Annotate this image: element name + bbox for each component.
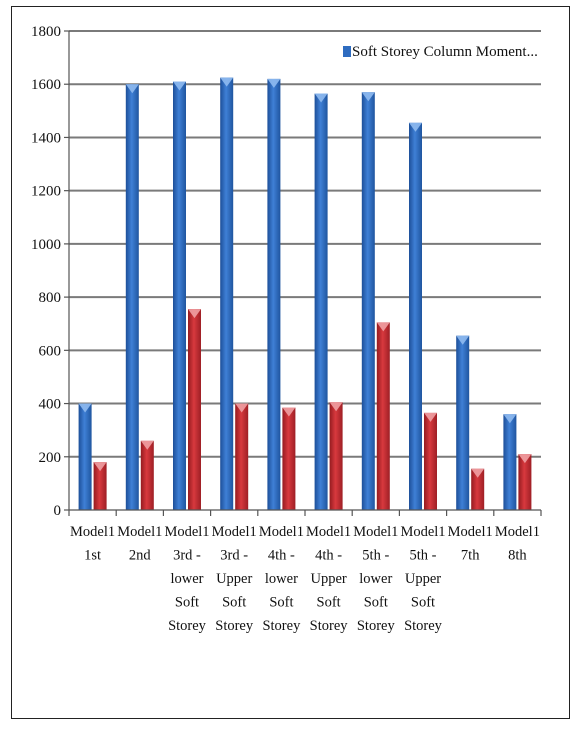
- x-category-label: Model1 1st: [70, 524, 115, 564]
- bar-body: [235, 403, 249, 510]
- bar-body: [471, 468, 485, 510]
- bar-red-4: [235, 403, 249, 510]
- bar-body: [314, 93, 328, 511]
- bar-blue-2: [125, 84, 139, 510]
- bar-red-6: [329, 402, 343, 510]
- y-tick-label: 1800: [31, 24, 61, 40]
- legend: Soft Storey Column Moment...: [343, 44, 538, 60]
- bar-top-cap: [409, 122, 422, 132]
- bar-red-1: [93, 462, 107, 510]
- x-category-label: Model1 2nd: [117, 524, 162, 564]
- bar-top-cap: [314, 93, 328, 103]
- bar-top-cap: [267, 78, 281, 88]
- bar-top-cap: [125, 84, 139, 94]
- bar-red-10: [518, 454, 532, 510]
- gridlines: [69, 30, 541, 458]
- bar-body: [267, 78, 281, 511]
- bar-body: [329, 402, 343, 510]
- bar-top-cap: [220, 77, 234, 87]
- y-tick-label: 1000: [31, 237, 61, 253]
- bar-body: [503, 414, 517, 510]
- bar-blue-8: [409, 122, 422, 510]
- bar-top-cap: [173, 81, 186, 91]
- x-category-label: Model1 3rd -lower Soft Storey: [164, 524, 209, 634]
- bar-red-3: [188, 309, 201, 510]
- bar-body: [361, 92, 375, 510]
- bar-body: [424, 412, 437, 510]
- x-category-label: Model1 5th -Upper Soft Storey: [400, 524, 445, 634]
- bar-chart: 0 200 400 600 800 1000 1200 1400 1600 1800 Model1…: [31, 24, 542, 634]
- bar-body: [93, 462, 107, 510]
- y-tick-label: 400: [39, 397, 62, 413]
- bar-top-cap: [518, 454, 532, 464]
- bar-body: [456, 335, 470, 510]
- bar-top-cap: [424, 412, 437, 422]
- y-tick-label: 1600: [31, 77, 61, 93]
- bar-blue-7: [361, 92, 375, 510]
- bar-top-cap: [376, 322, 390, 332]
- y-tick-label: 200: [39, 450, 62, 466]
- bar-top-cap: [282, 407, 296, 417]
- chart-frame: 0 200 400 600 800 1000 1200 1400 1600 1800 Model1…: [11, 6, 570, 719]
- bar-top-cap: [503, 414, 517, 424]
- bar-body: [518, 454, 532, 510]
- bar-red-7: [376, 322, 390, 510]
- bar-top-cap: [140, 440, 154, 450]
- y-axis-ticks: 0 200 400 600 800 1000 1200 1400 1600 1800: [31, 24, 69, 519]
- x-category-label: Model1 7th: [448, 524, 493, 564]
- bar-body: [409, 122, 422, 510]
- bar-red-2: [140, 440, 154, 510]
- y-tick-label: 800: [39, 290, 62, 306]
- x-category-label: Model1 8th: [495, 524, 540, 564]
- x-category-label: Model1 3rd -Upper Soft Storey: [212, 524, 257, 634]
- y-tick-label: 1400: [31, 130, 61, 146]
- y-tick-label: 1200: [31, 184, 61, 200]
- bar-top-cap: [188, 309, 201, 319]
- bar-blue-6: [314, 93, 328, 511]
- bar-top-cap: [78, 403, 92, 413]
- bar-body: [173, 81, 186, 511]
- bar-body: [220, 77, 234, 510]
- bar-top-cap: [361, 92, 375, 102]
- bar-body: [282, 407, 296, 510]
- x-category-label: Model1 4th -Upper Soft Storey: [306, 524, 351, 634]
- bar-blue-4: [220, 77, 234, 510]
- legend-label: Soft Storey Column Moment...: [352, 44, 538, 60]
- bar-body: [376, 322, 390, 510]
- bar-blue-3: [173, 81, 186, 511]
- x-category-label: Model1 4th -lower Soft Storey: [259, 524, 304, 634]
- bar-top-cap: [471, 468, 485, 478]
- axes: [68, 31, 542, 516]
- bars: [78, 77, 532, 511]
- y-tick-label: 600: [39, 343, 62, 359]
- bar-blue-10: [503, 414, 517, 510]
- bar-top-cap: [329, 402, 343, 412]
- y-tick-label: 0: [54, 503, 62, 519]
- bar-red-5: [282, 407, 296, 510]
- bar-body: [140, 440, 154, 510]
- bar-top-cap: [456, 335, 470, 345]
- bar-top-cap: [93, 462, 107, 472]
- bar-body: [78, 403, 92, 510]
- bar-blue-5: [267, 78, 281, 511]
- bar-blue-1: [78, 403, 92, 510]
- x-category-label: Model1 5th -lower Soft Storey: [353, 524, 398, 634]
- bar-blue-9: [456, 335, 470, 510]
- bar-top-cap: [235, 403, 249, 413]
- legend-swatch: [343, 46, 351, 57]
- bar-body: [125, 84, 139, 510]
- bar-red-9: [471, 468, 485, 510]
- bar-red-8: [424, 412, 437, 510]
- bar-body: [188, 309, 201, 510]
